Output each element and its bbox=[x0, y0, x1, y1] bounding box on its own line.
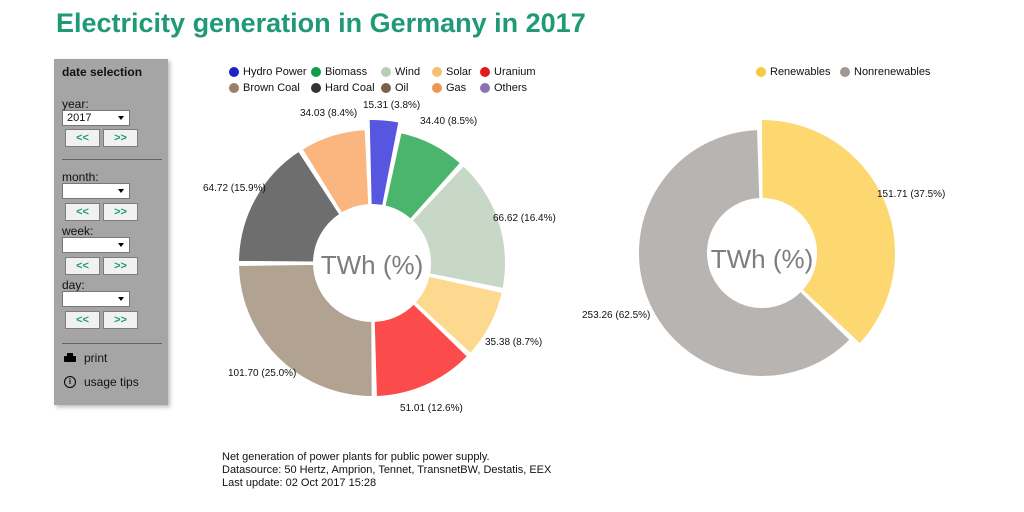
legend-dot-oil bbox=[381, 83, 391, 93]
year-select-value: 2017 bbox=[67, 112, 92, 124]
legend-others[interactable]: Others bbox=[480, 82, 527, 94]
footer-line-1: Net generation of power plants for publi… bbox=[222, 451, 490, 463]
data-label-gas: 34.03 (8.4%) bbox=[300, 108, 357, 119]
legend-label-nonrenewables: Nonrenewables bbox=[854, 66, 931, 78]
data-label-renewables: 151.71 (37.5%) bbox=[877, 189, 945, 200]
chevron-down-icon bbox=[118, 297, 124, 301]
legend-dot-brown-coal bbox=[229, 83, 239, 93]
legend-dot-others bbox=[480, 83, 490, 93]
date-selection-title: date selection bbox=[62, 65, 143, 79]
usage-tips-label: usage tips bbox=[84, 375, 139, 389]
legend-dot-solar bbox=[432, 67, 442, 77]
legend-uranium[interactable]: Uranium bbox=[480, 66, 536, 78]
legend-label-uranium: Uranium bbox=[494, 66, 536, 78]
footer-line-2: Datasource: 50 Hertz, Amprion, Tennet, T… bbox=[222, 464, 552, 476]
date-selection-sidebar: date selection year: 2017 << >> month: <… bbox=[54, 59, 168, 405]
legend-hydro-power[interactable]: Hydro Power bbox=[229, 66, 307, 78]
sidebar-divider bbox=[62, 343, 162, 344]
legend-wind[interactable]: Wind bbox=[381, 66, 420, 78]
legend-dot-wind bbox=[381, 67, 391, 77]
data-label-hydro-power: 15.31 (3.8%) bbox=[363, 100, 420, 111]
month-label: month: bbox=[62, 170, 99, 184]
data-label-brown-coal: 101.70 (25.0%) bbox=[228, 368, 296, 379]
legend-dot-biomass bbox=[311, 67, 321, 77]
legend-label-hydro-power: Hydro Power bbox=[243, 66, 307, 78]
slice-hard-coal[interactable] bbox=[236, 149, 342, 264]
data-label-uranium: 51.01 (12.6%) bbox=[400, 403, 463, 414]
legend-solar[interactable]: Solar bbox=[432, 66, 472, 78]
print-label: print bbox=[84, 351, 108, 365]
slice-uranium[interactable] bbox=[372, 301, 470, 398]
slice-hydro-power[interactable] bbox=[367, 118, 401, 208]
legend-dot-hydro-power bbox=[229, 67, 239, 77]
legend-renewables[interactable]: Renewables bbox=[756, 66, 831, 78]
legend-label-others: Others bbox=[494, 82, 528, 94]
month-prev-button[interactable]: << bbox=[65, 203, 100, 221]
day-select[interactable] bbox=[62, 291, 130, 307]
legend-label-biomass: Biomass bbox=[325, 66, 368, 78]
data-label-biomass: 34.40 (8.5%) bbox=[420, 116, 477, 127]
renewables-donut bbox=[637, 118, 897, 378]
legend-dot-uranium bbox=[480, 67, 490, 77]
print-link[interactable]: print bbox=[64, 351, 107, 365]
printer-icon bbox=[64, 353, 76, 363]
year-select[interactable]: 2017 bbox=[62, 110, 130, 126]
left-center-label: TWh (%) bbox=[321, 250, 424, 280]
legend-label-hard-coal: Hard Coal bbox=[325, 82, 375, 94]
legend-oil[interactable]: Oil bbox=[381, 82, 408, 94]
legend-dot-nonrenewables bbox=[840, 67, 850, 77]
year-prev-button[interactable]: << bbox=[65, 129, 100, 147]
legend-brown-coal[interactable]: Brown Coal bbox=[229, 82, 300, 94]
slice-brown-coal[interactable] bbox=[236, 262, 374, 398]
legend-label-wind: Wind bbox=[395, 66, 421, 78]
right-center-label: TWh (%) bbox=[711, 244, 814, 274]
legend-label-renewables: Renewables bbox=[770, 66, 831, 78]
year-label: year: bbox=[62, 97, 89, 111]
legend-biomass[interactable]: Biomass bbox=[311, 66, 367, 78]
slice-biomass[interactable] bbox=[383, 130, 463, 222]
legend-label-oil: Oil bbox=[395, 82, 409, 94]
legend-dot-gas bbox=[432, 83, 442, 93]
chart-footer: Net generation of power plants for publi… bbox=[222, 451, 551, 490]
week-next-button[interactable]: >> bbox=[103, 257, 138, 275]
week-select[interactable] bbox=[62, 237, 130, 253]
slice-gas[interactable] bbox=[300, 128, 371, 216]
legend-gas[interactable]: Gas bbox=[432, 82, 466, 94]
week-prev-button[interactable]: << bbox=[65, 257, 100, 275]
footer-line-3: Last update: 02 Oct 2017 15:28 bbox=[222, 477, 377, 489]
day-prev-button[interactable]: << bbox=[65, 311, 100, 329]
week-label: week: bbox=[62, 224, 94, 238]
day-next-button[interactable]: >> bbox=[103, 311, 138, 329]
day-label: day: bbox=[62, 278, 85, 292]
usage-tips-link[interactable]: i usage tips bbox=[64, 375, 139, 389]
sidebar-divider bbox=[62, 159, 162, 160]
chevron-down-icon bbox=[118, 116, 124, 120]
legend-dot-renewables bbox=[756, 67, 766, 77]
legend-label-brown-coal: Brown Coal bbox=[243, 82, 300, 94]
legend-label-solar: Solar bbox=[446, 66, 472, 78]
chevron-down-icon bbox=[118, 189, 124, 193]
data-label-hard-coal: 64.72 (15.9%) bbox=[203, 183, 266, 194]
generation-by-source-donut bbox=[236, 118, 507, 398]
info-icon: i bbox=[64, 376, 76, 388]
legend-nonrenewables[interactable]: Nonrenewables bbox=[840, 66, 930, 78]
page-title: Electricity generation in Germany in 201… bbox=[56, 8, 586, 38]
data-label-wind: 66.62 (16.4%) bbox=[493, 213, 556, 224]
data-label-solar: 35.38 (8.7%) bbox=[485, 337, 542, 348]
legend-dot-hard-coal bbox=[311, 83, 321, 93]
chevron-down-icon bbox=[118, 243, 124, 247]
year-next-button[interactable]: >> bbox=[103, 129, 138, 147]
legend-hard-coal[interactable]: Hard Coal bbox=[311, 82, 375, 94]
slice-renewables[interactable] bbox=[759, 118, 897, 346]
data-label-nonrenewables: 253.26 (62.5%) bbox=[582, 310, 650, 321]
slice-wind[interactable] bbox=[410, 163, 507, 291]
slice-nonrenewables[interactable] bbox=[637, 128, 853, 378]
legend-label-gas: Gas bbox=[446, 82, 467, 94]
month-select[interactable] bbox=[62, 183, 130, 199]
slice-solar[interactable] bbox=[413, 274, 504, 356]
month-next-button[interactable]: >> bbox=[103, 203, 138, 221]
